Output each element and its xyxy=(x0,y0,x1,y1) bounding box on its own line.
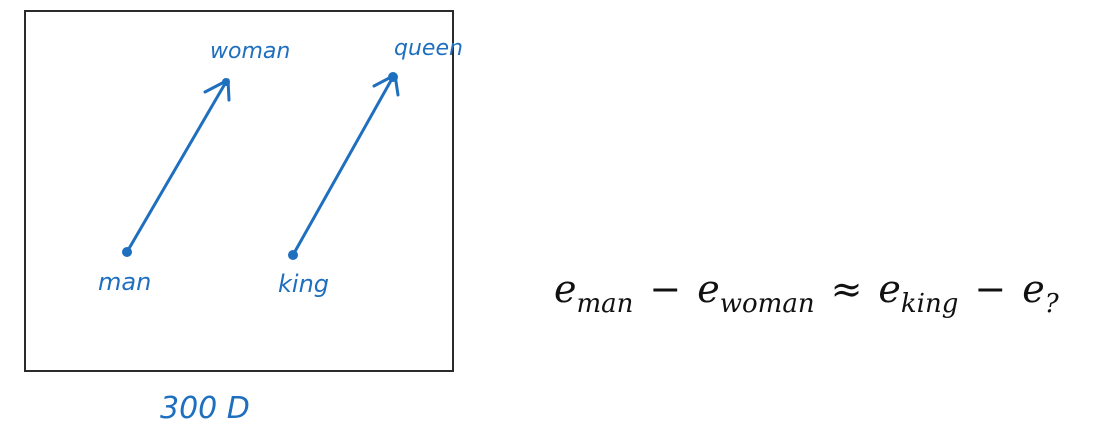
embedding-space-frame xyxy=(24,10,454,372)
queen-point xyxy=(388,72,398,82)
king-point xyxy=(288,250,298,260)
woman-point xyxy=(222,78,230,86)
approx-op: ≈ xyxy=(830,267,863,311)
king-to-queen-arrow xyxy=(291,75,395,257)
minus-op-1: − xyxy=(649,267,682,311)
e-man: eman xyxy=(554,267,634,319)
label-dimension: 300 D xyxy=(160,391,250,426)
analogy-equation: eman − ewoman ≈ eking − e? xyxy=(554,270,1059,317)
label-man: man xyxy=(98,268,151,296)
e-woman: ewoman xyxy=(697,267,815,319)
e-king: eking xyxy=(878,267,959,319)
label-queen: queen xyxy=(394,36,463,61)
man-to-woman-arrow xyxy=(125,80,228,254)
e-unknown: e? xyxy=(1022,267,1059,319)
man-point xyxy=(122,247,132,257)
minus-op-2: − xyxy=(974,267,1007,311)
label-woman: woman xyxy=(210,39,290,64)
label-king: king xyxy=(278,270,329,298)
